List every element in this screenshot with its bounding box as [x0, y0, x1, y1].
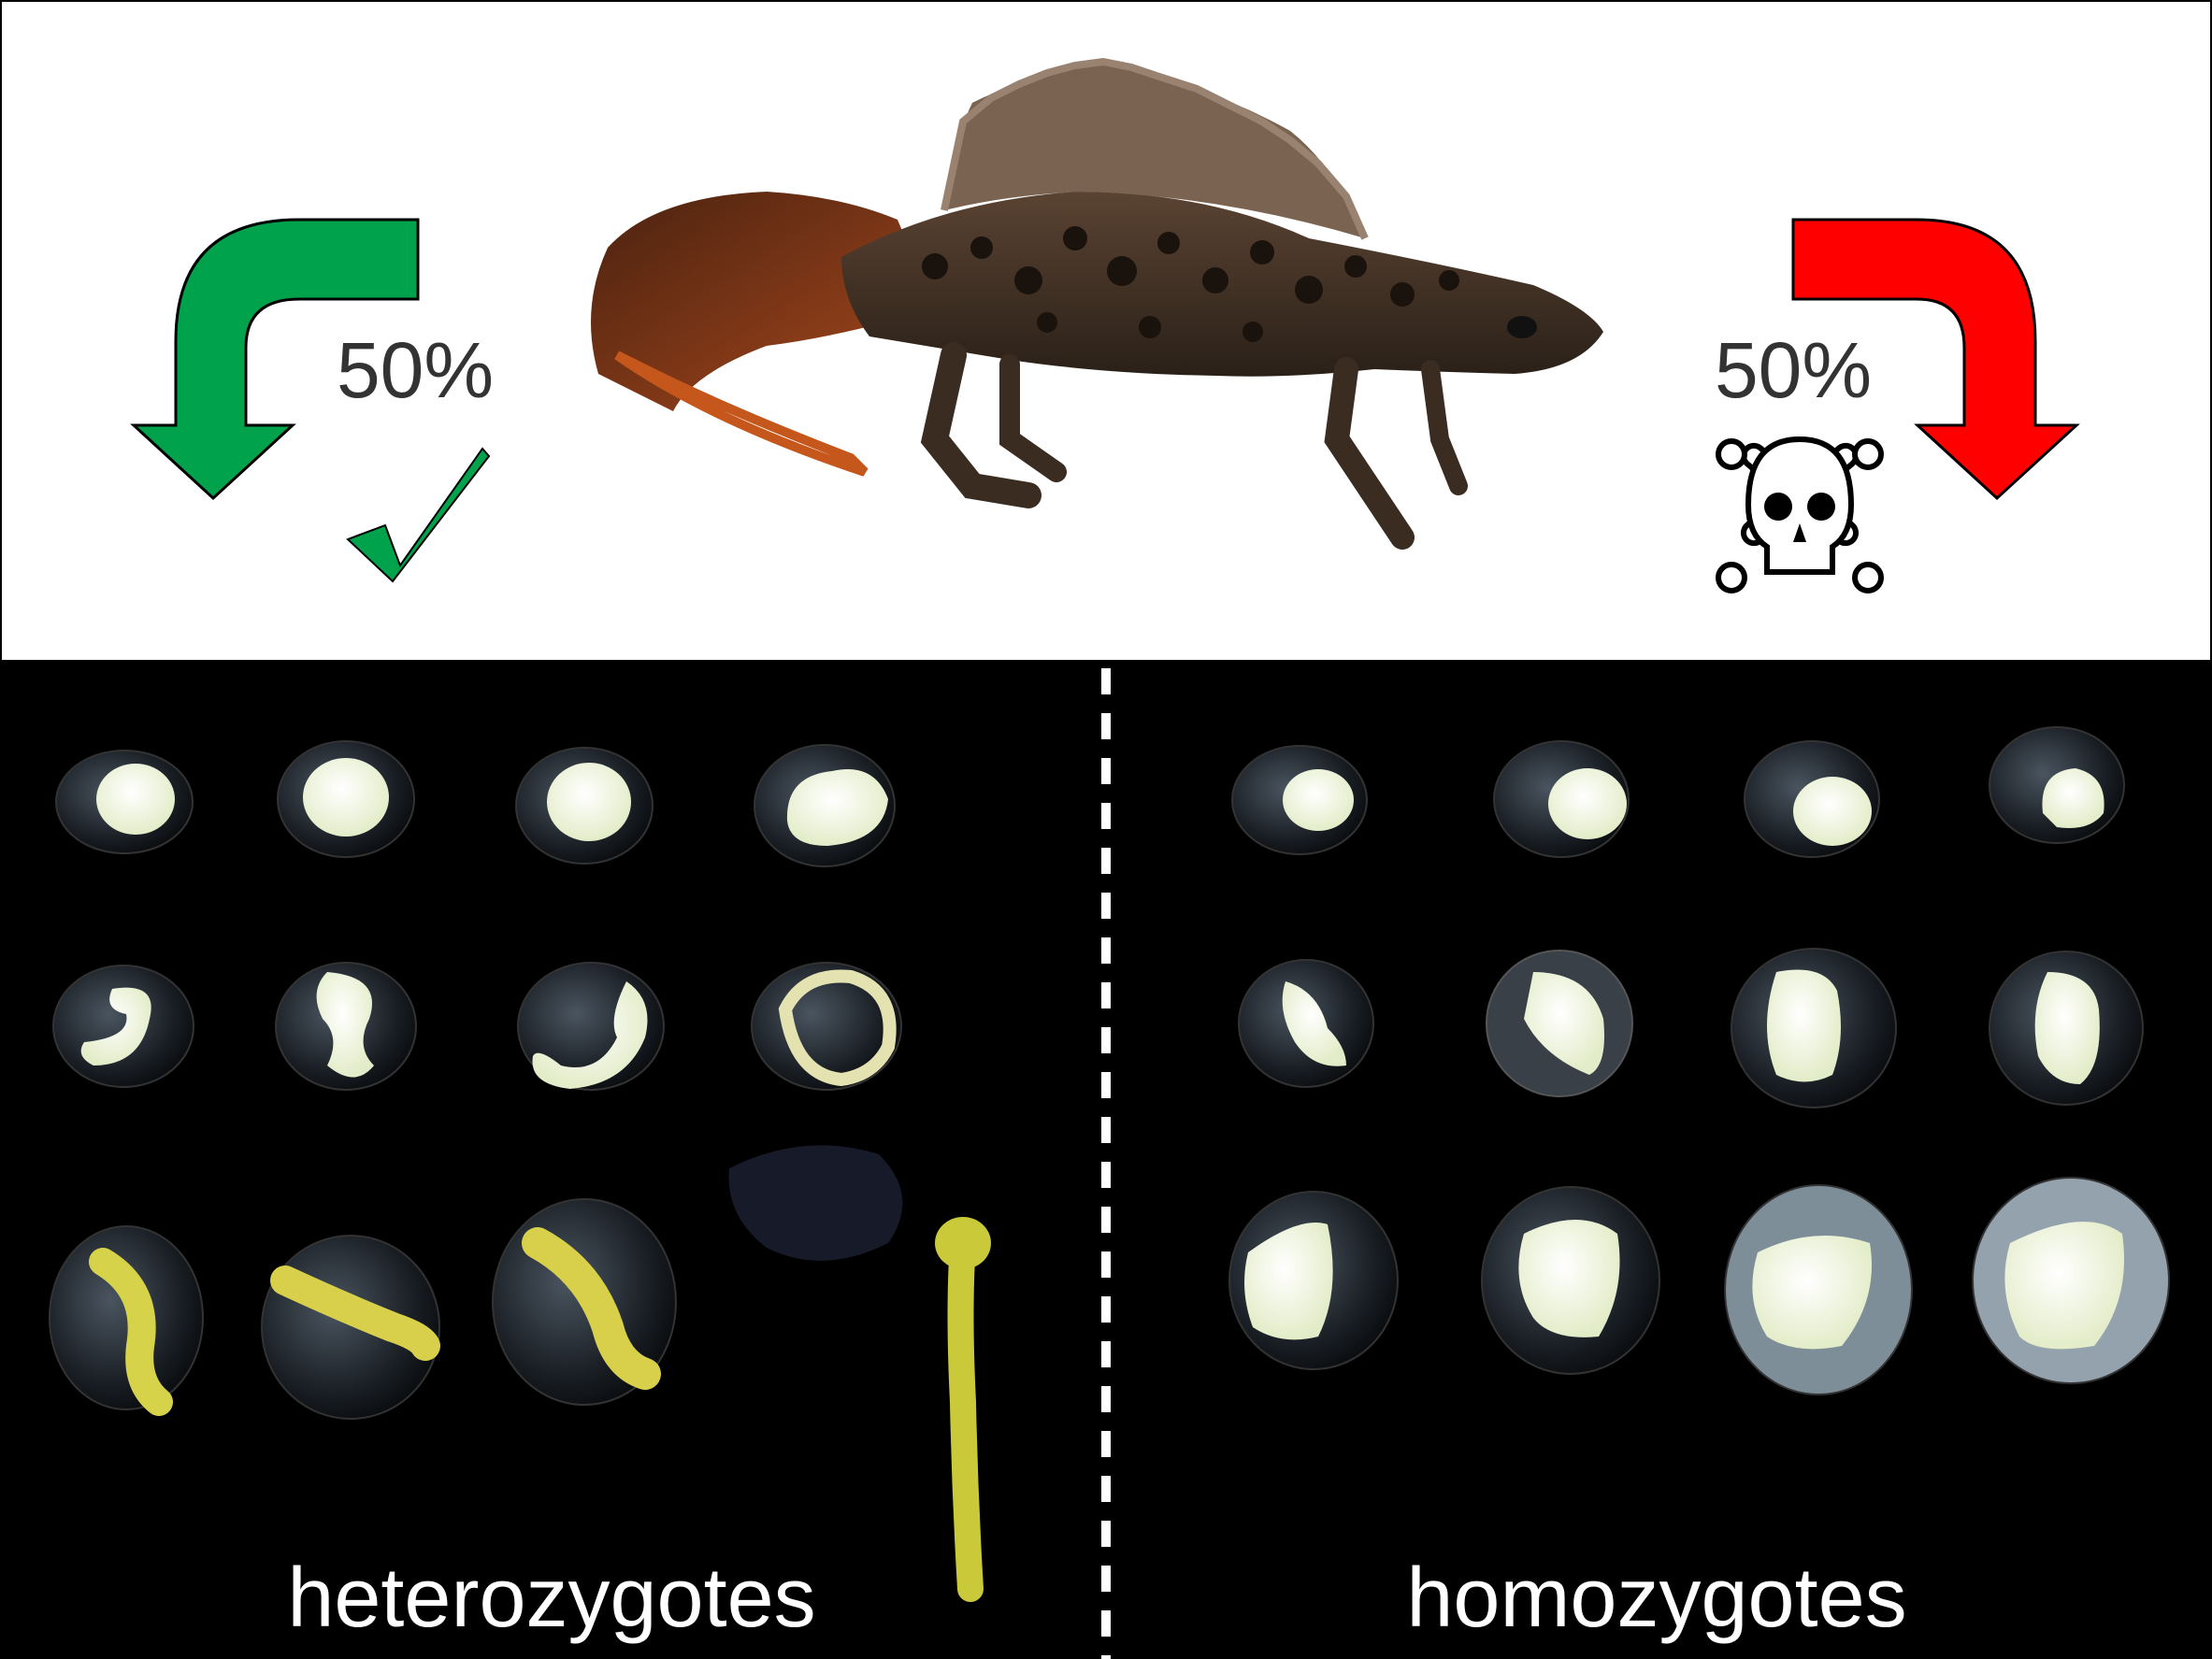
- embryo-row-3-homo: [1228, 1177, 2170, 1395]
- larva: [947, 1230, 984, 1602]
- embryo-row-1-homo: [1231, 726, 2125, 858]
- right-percent: 50%: [1715, 326, 1872, 414]
- green-arrow-icon: [130, 218, 420, 501]
- heterozygote-embryos: [49, 740, 991, 1602]
- red-arrow-icon: [1791, 218, 2080, 501]
- left-percent: 50%: [337, 326, 494, 414]
- homozygotes-label: homozygotes: [1406, 1552, 1906, 1645]
- embryo-row-2-homo: [1238, 948, 2144, 1108]
- check-mark-icon: [346, 447, 491, 583]
- homozygote-embryos: [1228, 726, 2170, 1395]
- embryo-row-2: [52, 962, 902, 1091]
- heterozygotes-label: heterozygotes: [287, 1552, 815, 1645]
- embryo-row-1: [55, 740, 896, 867]
- newt-photo: [591, 57, 1603, 550]
- embryo-row-3: [49, 1145, 991, 1602]
- empty-egg-membrane: [728, 1145, 903, 1261]
- skull-and-crossbones-icon: [1716, 436, 1884, 594]
